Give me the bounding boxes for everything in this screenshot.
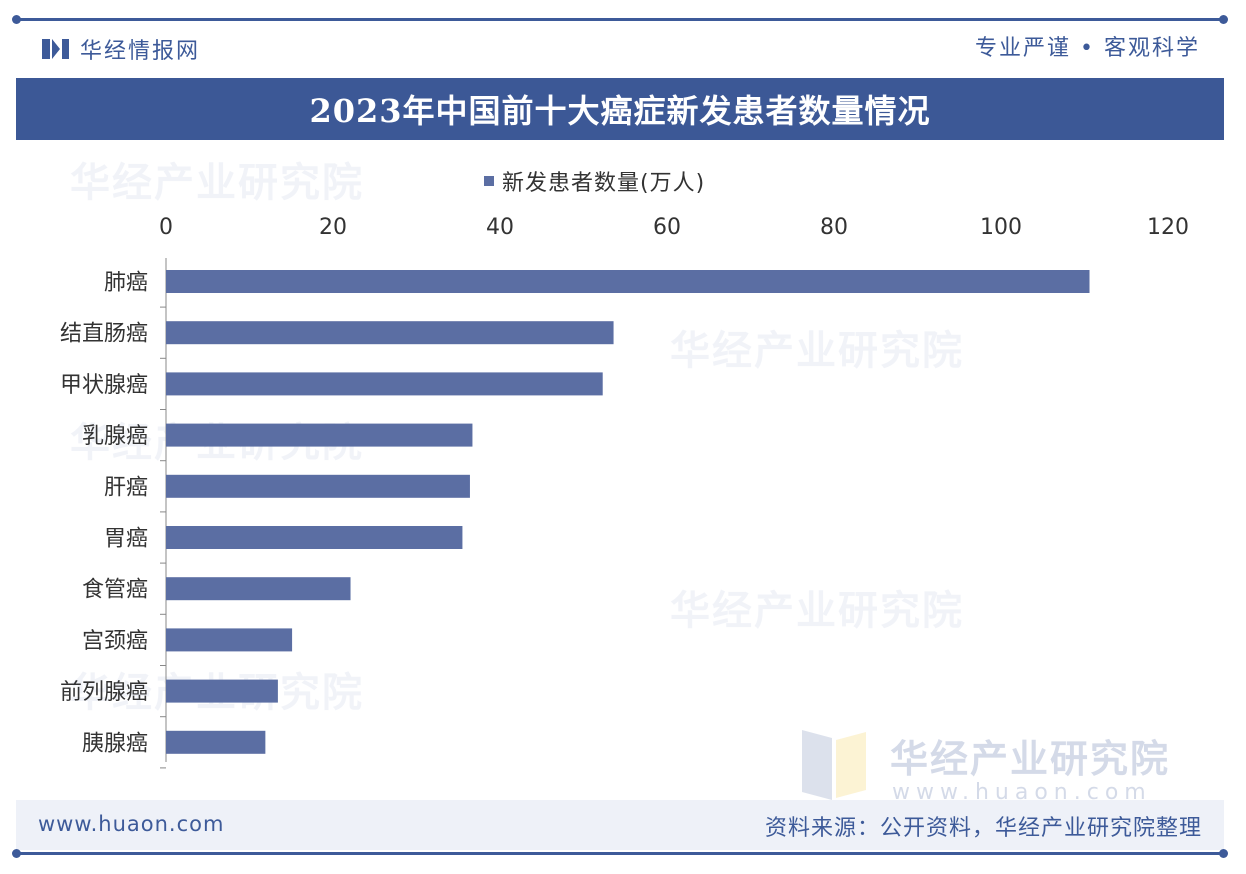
bar bbox=[166, 628, 293, 652]
bar bbox=[166, 577, 351, 601]
x-tick-label: 40 bbox=[486, 215, 514, 240]
bar bbox=[166, 526, 463, 549]
bar bbox=[166, 679, 278, 703]
footer-bar bbox=[16, 800, 1224, 850]
bar bbox=[166, 474, 470, 498]
watermark-name: 华经产业研究院 bbox=[890, 737, 1171, 781]
x-tick-label: 100 bbox=[980, 215, 1022, 240]
bar bbox=[166, 423, 473, 447]
brand: 华经情报网 bbox=[42, 34, 200, 64]
x-tick-label: 80 bbox=[820, 215, 848, 240]
footer-site: www.huaon.com bbox=[38, 812, 225, 836]
brand-logo-icon bbox=[42, 39, 69, 59]
x-tick-label: 60 bbox=[653, 215, 681, 240]
category-label: 肺癌 bbox=[104, 271, 148, 296]
category-label: 乳腺癌 bbox=[82, 424, 148, 449]
title-bar: 2023年中国前十大癌症新发患者数量情况 bbox=[16, 78, 1224, 140]
brand-name: 华经情报网 bbox=[80, 39, 201, 64]
category-label: 结直肠癌 bbox=[60, 322, 148, 347]
bar bbox=[166, 321, 614, 345]
watermark-logo-icon bbox=[802, 730, 866, 800]
category-label: 甲状腺癌 bbox=[60, 373, 148, 398]
bar bbox=[166, 270, 1090, 293]
x-tick-label: 20 bbox=[319, 215, 347, 240]
category-label: 食管癌 bbox=[82, 578, 148, 603]
bottom-rule bbox=[12, 849, 1228, 858]
top-rule bbox=[12, 15, 1228, 24]
x-tick-label: 0 bbox=[159, 215, 173, 240]
legend-swatch bbox=[484, 176, 494, 186]
category-label: 胰腺癌 bbox=[82, 731, 148, 756]
footer-source: 资料来源：公开资料，华经产业研究院整理 bbox=[764, 816, 1202, 841]
chart-title: 2023年中国前十大癌症新发患者数量情况 bbox=[309, 92, 931, 130]
bar bbox=[166, 730, 266, 754]
legend: 新发患者数量(万人) bbox=[484, 166, 705, 196]
legend-label: 新发患者数量(万人) bbox=[502, 171, 706, 196]
category-label: 宫颈癌 bbox=[82, 629, 148, 654]
bar bbox=[166, 372, 603, 396]
x-tick-label: 120 bbox=[1147, 215, 1189, 240]
category-label: 肝癌 bbox=[104, 475, 148, 500]
category-label: 胃癌 bbox=[104, 527, 148, 552]
slogan: 专业严谨 • 客观科学 bbox=[975, 36, 1200, 61]
category-label: 前列腺癌 bbox=[60, 680, 148, 705]
